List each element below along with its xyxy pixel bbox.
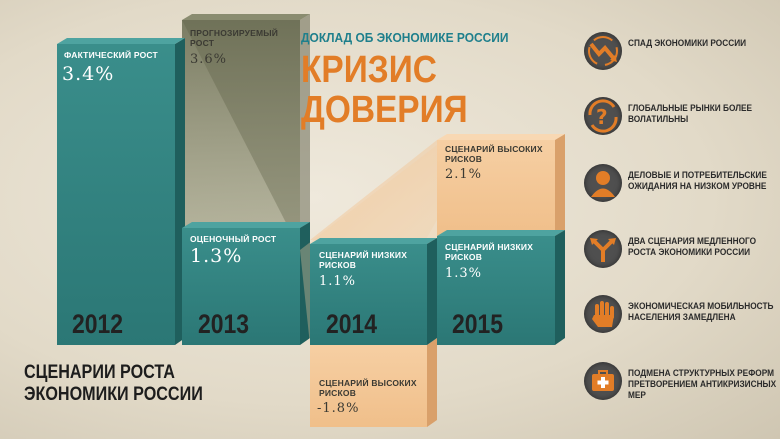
- bar-2014-high-side: [427, 338, 437, 427]
- bar-2015-low-side: [555, 230, 565, 345]
- label-2012-value: 3.4%: [62, 63, 115, 85]
- bar-2012: [57, 44, 175, 345]
- label-2014-low-name: СЦЕНАРИЙ НИЗКИХ РИСКОВ: [319, 250, 408, 270]
- sidebar-item-reforms: ПОДМЕНА СТРУКТУРНЫХ РЕФОРМ ПРЕТВОРЕНИЕМ …: [584, 362, 776, 406]
- bar-2014-low-side: [427, 238, 437, 345]
- declining-chart-icon: [584, 32, 622, 70]
- label-2015-high-value: 2.1%: [445, 167, 483, 182]
- bar-2014-low: [310, 244, 427, 345]
- bar-2015-high-side: [555, 134, 565, 236]
- sidebar-text: ГЛОБАЛЬНЫЕ РЫНКИ БОЛЕЕ ВОЛАТИЛЬНЫ: [628, 103, 753, 124]
- label-2013-estimated-name: ОЦЕНОЧНЫЙ РОСТ: [190, 234, 277, 244]
- person-icon: [584, 164, 622, 202]
- label-2013-forecast-value: 3.6%: [190, 52, 228, 67]
- label-2012-name: ФАКТИЧЕСКИЙ РОСТ: [64, 50, 158, 60]
- question-arrows-icon: ?: [584, 97, 622, 135]
- bar-2012-top: [57, 38, 185, 44]
- label-2015-high-name: СЦЕНАРИЙ ВЫСОКИХ РИСКОВ: [445, 144, 543, 164]
- label-2015-low-value: 1.3%: [445, 266, 483, 281]
- beam-2015: [310, 140, 437, 250]
- sidebar-text: ЭКОНОМИЧЕСКАЯ МОБИЛЬНОСТЬ НАСЕЛЕНИЯ ЗАМЕ…: [628, 301, 774, 322]
- bar-2013-forecast-top: [182, 14, 310, 20]
- label-2013-forecast-name: ПРОГНОЗИРУЕМЫЙ РОСТ: [190, 28, 279, 48]
- bar-2014-high: [310, 345, 427, 427]
- sidebar-item-mobility: ЭКОНОМИЧЕСКАЯ МОБИЛЬНОСТЬ НАСЕЛЕНИЯ ЗАМЕ…: [584, 295, 774, 339]
- year-label-2015: 2015: [452, 309, 504, 339]
- bar-2015-low: [437, 236, 555, 345]
- split-arrow-icon: [584, 230, 622, 268]
- chart-caption: СЦЕНАРИИ РОСТА ЭКОНОМИКИ РОССИИ: [24, 362, 203, 405]
- bar-2013-estimated: [182, 228, 300, 345]
- label-2014-low-value: 1.1%: [319, 274, 357, 289]
- page-title: КРИЗИС ДОВЕРИЯ: [301, 49, 468, 131]
- sidebar-item-recession: СПАД ЭКОНОМИКИ РОССИИ: [584, 32, 774, 76]
- hand-stop-icon: [584, 295, 622, 333]
- sidebar-item-scenarios: ДВА СЦЕНАРИЯ МЕДЛЕННОГО РОСТА ЭКОНОМИКИ …: [584, 230, 774, 274]
- year-label-2013: 2013: [198, 309, 250, 339]
- year-label-2014: 2014: [326, 309, 378, 339]
- bar-2015-high-top: [437, 134, 565, 140]
- report-subtitle: ДОКЛАД ОБ ЭКОНОМИКЕ РОССИИ: [301, 30, 509, 45]
- bar-2015-low-top: [437, 230, 565, 236]
- label-2013-estimated-value: 1.3%: [190, 245, 243, 267]
- label-2014-high-name: СЦЕНАРИЙ ВЫСОКИХ РИСКОВ: [319, 378, 417, 398]
- svg-text:?: ?: [596, 105, 608, 129]
- first-aid-icon: [584, 362, 622, 400]
- bar-2014-low-top: [310, 238, 437, 244]
- sidebar-item-expectations: ДЕЛОВЫЕ И ПОТРЕБИТЕЛЬСКИЕ ОЖИДАНИЯ НА НИ…: [584, 164, 774, 208]
- year-label-2012: 2012: [72, 309, 124, 339]
- sidebar-text: ПОДМЕНА СТРУКТУРНЫХ РЕФОРМ ПРЕТВОРЕНИЕМ …: [628, 368, 777, 400]
- sidebar-item-markets: ? ГЛОБАЛЬНЫЕ РЫНКИ БОЛЕЕ ВОЛАТИЛЬНЫ: [584, 97, 774, 141]
- bar-2013-estimated-side: [300, 222, 310, 345]
- forecast-beam: [182, 20, 300, 250]
- bar-2013-estimated-top: [182, 222, 310, 228]
- bar-2015-high: [437, 140, 555, 236]
- label-2014-high-value: -1.8%: [317, 401, 360, 416]
- sidebar-text: СПАД ЭКОНОМИКИ РОССИИ: [628, 38, 747, 48]
- sidebar-text: ДЕЛОВЫЕ И ПОТРЕБИТЕЛЬСКИЕ ОЖИДАНИЯ НА НИ…: [628, 170, 767, 191]
- label-2015-low-name: СЦЕНАРИЙ НИЗКИХ РИСКОВ: [445, 242, 534, 262]
- sidebar-text: ДВА СЦЕНАРИЯ МЕДЛЕННОГО РОСТА ЭКОНОМИКИ …: [628, 236, 757, 257]
